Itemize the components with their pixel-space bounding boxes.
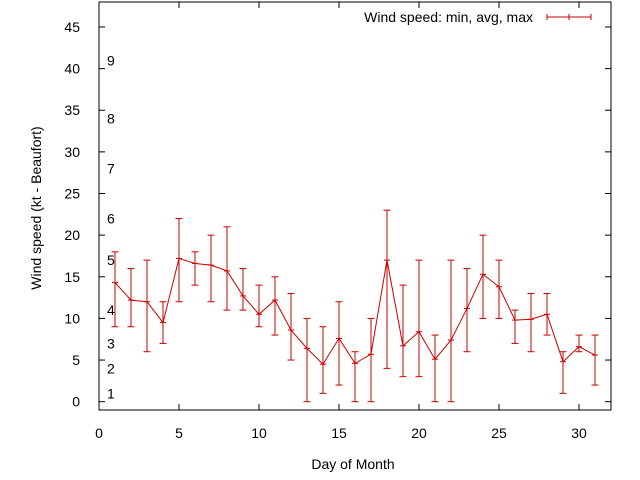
beaufort-label: 2 — [107, 360, 115, 376]
x-tick-label: 20 — [411, 425, 427, 441]
x-tick-label: 10 — [251, 425, 267, 441]
beaufort-label: 6 — [107, 210, 115, 226]
y-tick-label: 30 — [64, 144, 80, 160]
y-tick-label: 15 — [64, 269, 80, 285]
x-tick-label: 5 — [175, 425, 183, 441]
x-tick-label: 0 — [95, 425, 103, 441]
y-tick-label: 10 — [64, 310, 80, 326]
beaufort-label: 9 — [107, 52, 115, 68]
data-series — [111, 209, 599, 403]
y-tick-label: 40 — [64, 61, 80, 77]
x-tick-label: 30 — [571, 425, 587, 441]
x-axis: 0 5 10 15 20 25 30 — [95, 2, 587, 441]
beaufort-label: 3 — [107, 335, 115, 351]
beaufort-label: 4 — [107, 302, 115, 318]
y-tick-label: 0 — [72, 394, 80, 410]
beaufort-label: 1 — [107, 385, 115, 401]
y-tick-label: 5 — [72, 352, 80, 368]
x-tick-label: 15 — [331, 425, 347, 441]
y-tick-label: 45 — [64, 19, 80, 35]
y-tick-label: 35 — [64, 102, 80, 118]
y-tick-label: 20 — [64, 227, 80, 243]
legend: Wind speed: min, avg, max — [364, 9, 592, 25]
x-tick-label: 25 — [491, 425, 507, 441]
plot-border — [98, 1, 612, 411]
y-axis-title: Wind speed (kt - Beaufort) — [28, 126, 44, 289]
series-line — [114, 257, 596, 366]
legend-label: Wind speed: min, avg, max — [364, 9, 533, 25]
y-tick-label: 25 — [64, 186, 80, 202]
beaufort-label: 7 — [107, 161, 115, 177]
beaufort-label: 8 — [107, 111, 115, 127]
x-axis-title: Day of Month — [311, 456, 394, 472]
beaufort-scale: 1 2 3 4 5 6 7 8 9 — [107, 52, 115, 401]
beaufort-label: 5 — [107, 252, 115, 268]
plot-frame — [98, 1, 612, 411]
